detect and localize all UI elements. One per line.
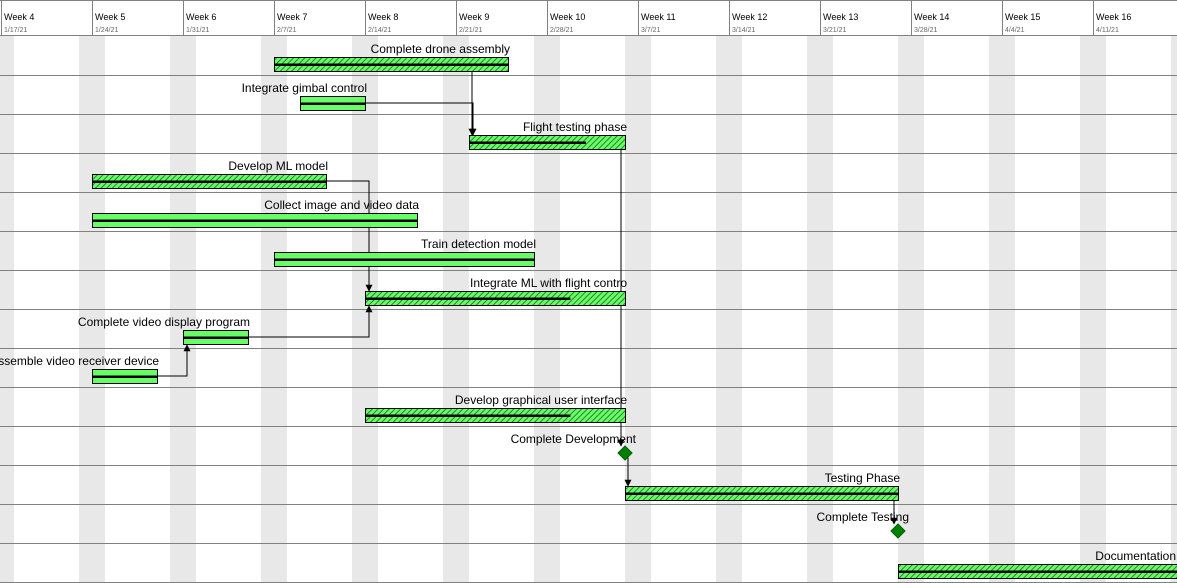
progress-line <box>92 219 417 222</box>
header-background <box>0 0 1177 36</box>
task-label: Complete video display program <box>78 315 250 329</box>
dependency-arrow <box>468 63 509 136</box>
milestone-diamond <box>890 523 906 539</box>
week-label: Week 12 <box>732 12 767 22</box>
week-date: 2/14/21 <box>368 27 391 34</box>
week-label: Week 9 <box>459 12 489 22</box>
task-label: Develop ML model <box>228 159 328 173</box>
week-label: Week 16 <box>1096 12 1131 22</box>
task-label: Flight testing phase <box>523 120 627 134</box>
progress-line <box>92 180 326 183</box>
task-label: Testing Phase <box>825 471 901 485</box>
dependency-arrow <box>158 344 191 377</box>
progress-line <box>300 102 365 105</box>
week-label: Week 5 <box>95 12 125 22</box>
week-date: 4/11/21 <box>1096 27 1119 34</box>
task-label: Integrate gimbal control <box>242 81 367 95</box>
week-date: 1/24/21 <box>95 27 118 34</box>
task-label: Collect image and video data <box>264 198 419 212</box>
task-label: Complete drone assembly <box>371 42 510 56</box>
week-date: 2/7/21 <box>277 27 297 34</box>
week-label: Week 6 <box>186 12 216 22</box>
task-label: Documentation <box>1095 549 1176 563</box>
task-label: Develop graphical user interface <box>455 393 627 407</box>
task-label: Assemble video receiver device <box>0 354 159 368</box>
progress-line <box>898 570 1177 573</box>
progress-line <box>469 141 586 144</box>
week-label: Week 10 <box>550 12 585 22</box>
dependency-arrow <box>366 102 477 136</box>
task-bars: Complete drone assembly Integrate gimbal … <box>0 42 1177 579</box>
week-date: 1/17/21 <box>4 27 27 34</box>
week-label: Week 13 <box>823 12 858 22</box>
progress-line <box>274 63 508 66</box>
week-date: 3/7/21 <box>641 27 661 34</box>
progress-line <box>92 375 157 378</box>
week-label: Week 4 <box>4 12 34 22</box>
week-label: Week 14 <box>914 12 949 22</box>
task-label: Integrate ML with flight contro <box>470 276 627 290</box>
milestone-diamond <box>617 445 633 461</box>
week-date: 1/31/21 <box>186 27 209 34</box>
progress-line <box>365 414 571 417</box>
week-date: 3/21/21 <box>823 27 846 34</box>
week-date: 2/21/21 <box>459 27 482 34</box>
progress-line <box>365 297 571 300</box>
row-grid <box>0 75 1177 583</box>
week-label: Week 8 <box>368 12 398 22</box>
week-label: Week 11 <box>641 12 676 22</box>
week-date: 2/28/21 <box>550 27 573 34</box>
progress-line <box>625 492 898 495</box>
week-label: Week 7 <box>277 12 307 22</box>
week-label: Week 15 <box>1005 12 1040 22</box>
week-date: 3/14/21 <box>732 27 755 34</box>
dependency-arrow <box>249 305 373 338</box>
task-label: Train detection model <box>421 237 536 251</box>
week-date: 4/4/21 <box>1005 27 1025 34</box>
progress-line <box>274 258 534 261</box>
week-date: 3/28/21 <box>914 27 937 34</box>
task-label: Complete Development <box>511 432 637 446</box>
timescale-header: Week 4 1/17/21 Week 5 1/24/21 Week 6 1/31/21 W… <box>0 0 1177 36</box>
task-label: Complete Testing <box>817 510 910 524</box>
progress-line <box>183 336 248 339</box>
